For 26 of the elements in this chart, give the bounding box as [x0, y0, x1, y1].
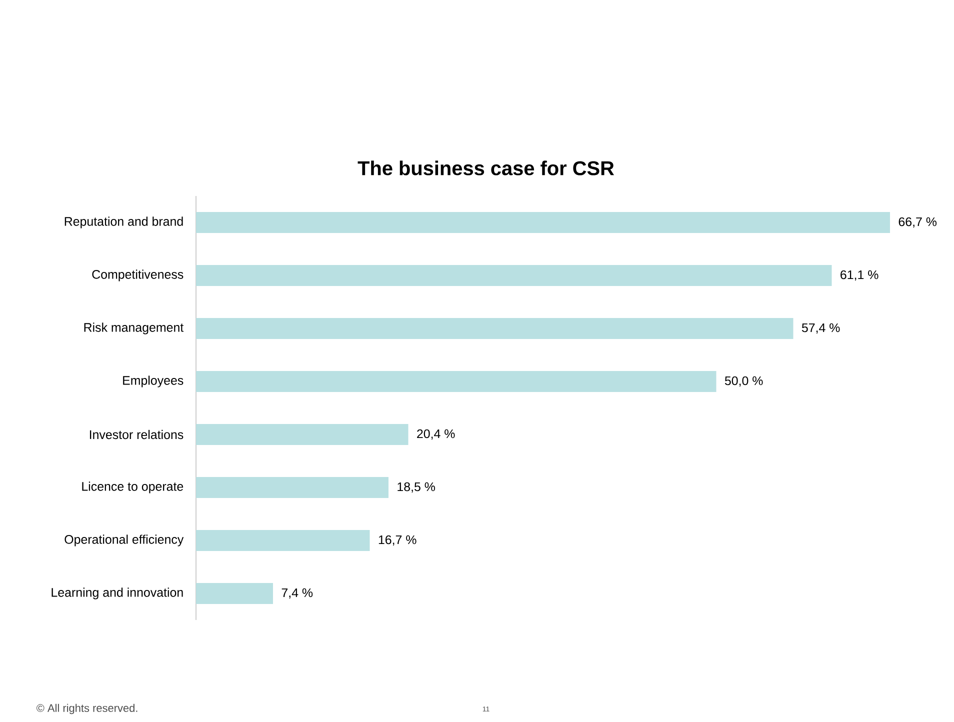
data-label: 20,4 % — [417, 429, 455, 440]
bar — [196, 424, 408, 445]
data-label: 61,1 % — [840, 270, 878, 281]
data-label: 57,4 % — [802, 323, 840, 334]
y-tick-label: Learning and innovation — [52, 588, 183, 600]
y-tick-label: Operational efficiency — [64, 534, 184, 546]
bar — [196, 476, 388, 498]
bar — [196, 582, 274, 604]
bar — [196, 264, 832, 286]
y-tick-label: Reputation and brand — [64, 216, 183, 228]
y-tick-label: Employees — [123, 376, 184, 388]
bar — [196, 212, 890, 233]
bar — [196, 318, 794, 339]
bar — [196, 370, 716, 392]
bar — [196, 530, 370, 551]
y-tick-label: Licence to operate — [82, 482, 184, 494]
y-tick-label: Competitiveness — [92, 270, 184, 282]
y-tick-label: Risk management — [84, 322, 184, 334]
data-label: 66,7 % — [898, 217, 937, 228]
y-tick-label: Investor relations — [90, 430, 184, 440]
data-label: 7,4 % — [282, 588, 313, 599]
text: © All rights reserved. — [36, 704, 138, 714]
data-label: 18,5 % — [398, 482, 436, 493]
data-label: 50,0 % — [724, 376, 763, 387]
data-label: 16,7 % — [378, 535, 416, 546]
chart-title: The business case for CSR — [358, 160, 614, 176]
